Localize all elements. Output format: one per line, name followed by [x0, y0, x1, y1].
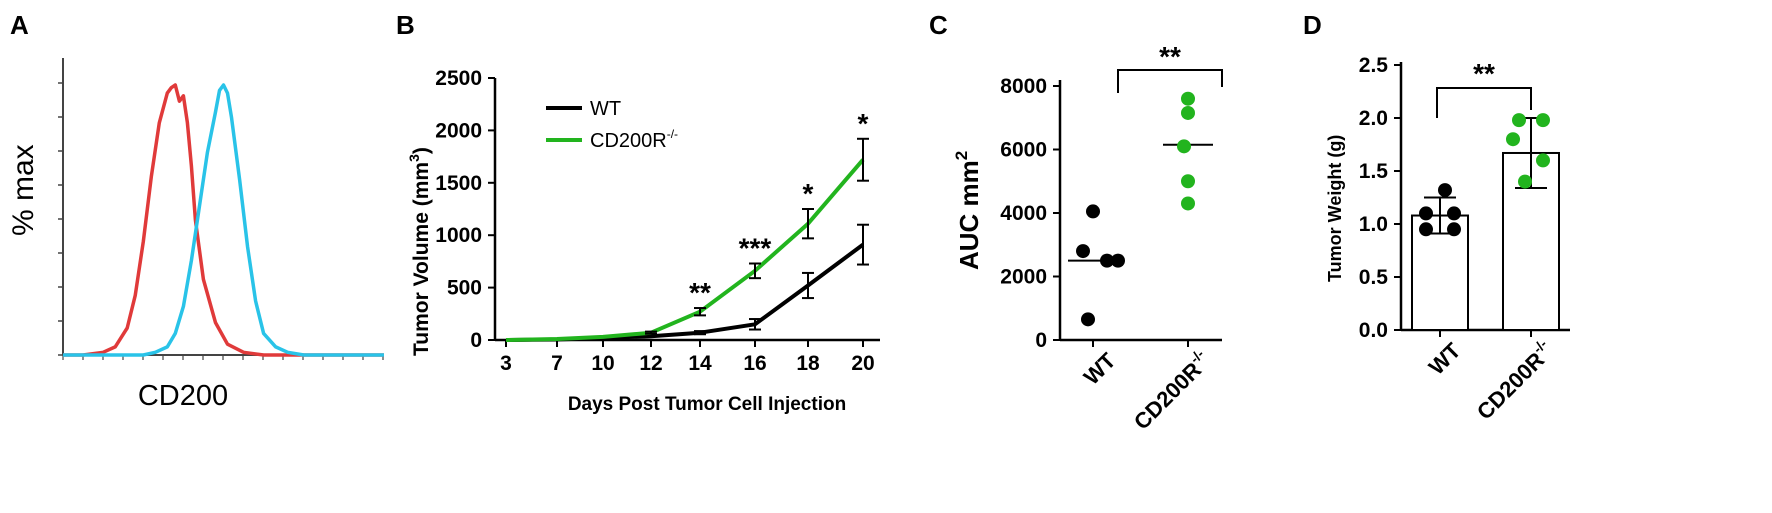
b-significance-stars: **: [689, 277, 711, 308]
b-x-tick-label: 16: [743, 352, 766, 375]
b-x-tick-label: 18: [796, 352, 820, 375]
b-y-tick-label: 0: [470, 329, 482, 352]
c-data-point: [1181, 196, 1195, 211]
c-data-point: [1177, 139, 1191, 154]
d-data-point: [1518, 174, 1532, 189]
d-y-tick-label: 0.0: [1359, 319, 1388, 342]
d-data-point: [1438, 183, 1452, 198]
b-legend: WT CD200R-/-: [546, 98, 678, 152]
d-data-point: [1419, 222, 1433, 237]
c-data-point: [1076, 244, 1090, 259]
d-significance-stars: **: [1473, 58, 1495, 89]
b-x-tick-label: 7: [551, 352, 563, 375]
d-category-wt: WT: [1424, 337, 1466, 379]
b-x-tick-label: 12: [639, 352, 662, 375]
c-y-axis-title: AUC mm2: [952, 151, 984, 270]
panel-c-letter: C: [929, 10, 948, 40]
panel-a-letter: A: [10, 10, 29, 40]
c-category-wt-group: WT: [1079, 347, 1121, 389]
histogram-curve-red: [63, 83, 384, 357]
d-y-tick-label: 1.5: [1359, 160, 1389, 183]
b-y-tick-label: 2500: [435, 67, 482, 90]
c-y-tick-label: 4000: [1000, 202, 1047, 225]
d-category-wt-group: WT: [1424, 337, 1466, 379]
legend-ko-label: CD200R-/-: [590, 127, 678, 152]
d-category-ko: CD200R-/-: [1470, 336, 1559, 425]
b-x-tick-label: 14: [688, 352, 712, 375]
c-category-ko-group: CD200R-/-: [1127, 346, 1216, 435]
c-y-tick-label: 8000: [1000, 75, 1047, 98]
d-data-point: [1447, 222, 1461, 237]
d-y-tick-label: 2.5: [1359, 54, 1389, 77]
b-x-tick-label: 20: [851, 352, 874, 375]
c-data-point: [1181, 91, 1195, 106]
panel-a-histogram: % max CD200: [7, 58, 384, 412]
legend-wt-label: WT: [590, 98, 621, 120]
c-significance-stars: **: [1159, 41, 1181, 72]
b-y-tick-label: 1000: [435, 224, 482, 247]
c-data-point: [1081, 312, 1095, 327]
b-series-line-0: [505, 242, 865, 342]
b-x-axis-title: Days Post Tumor Cell Injection: [568, 394, 846, 415]
b-x-tick-label: 3: [500, 352, 512, 375]
d-data-point: [1447, 206, 1461, 221]
b-y-tick-label: 500: [447, 277, 482, 300]
b-y-axis-title: Tumor Volume (mm3): [406, 147, 433, 356]
d-category-ko-group: CD200R-/-: [1470, 336, 1559, 425]
c-significance-bracket: [1117, 69, 1223, 93]
d-y-tick-label: 1.0: [1359, 213, 1388, 236]
panel-c-auc-scatter: AUC mm2 0 2000 4000 6000 8000 ** WT CD200R-/-: [952, 41, 1223, 435]
d-data-point: [1536, 113, 1550, 128]
d-data-point: [1419, 206, 1433, 221]
d-y-tick-label: 0.5: [1359, 266, 1389, 289]
b-y-tick-label: 1500: [435, 172, 482, 195]
d-y-axis-title: Tumor Weight (g): [1325, 135, 1345, 282]
d-data-point: [1536, 153, 1550, 168]
histogram-curve-blue: [63, 83, 384, 357]
c-data-point: [1100, 253, 1114, 268]
d-data-point: [1506, 132, 1520, 147]
panel-b-letter: B: [396, 10, 415, 40]
d-significance-bracket: [1436, 87, 1532, 118]
c-y-tick-label: 0: [1035, 329, 1047, 352]
d-data-point: [1512, 113, 1526, 128]
c-data-point: [1181, 174, 1195, 189]
b-significance-stars: *: [803, 178, 814, 209]
panel-b-growth-curve: Tumor Volume (mm3) Days Post Tumor Cell …: [406, 67, 880, 415]
b-significance-stars: *: [858, 108, 869, 139]
d-y-tick-label: 2.0: [1359, 107, 1388, 130]
b-significance-stars: ***: [739, 232, 772, 263]
c-data-point: [1181, 105, 1195, 120]
a-y-axis-title: % max: [7, 144, 40, 236]
panel-d-letter: D: [1303, 10, 1322, 40]
c-category-ko: CD200R-/-: [1127, 346, 1216, 435]
panel-d-tumor-weight: Tumor Weight (g) 0.0 0.5 1.0 1.5 2.0 2.5 ** WT C…: [1325, 54, 1570, 425]
c-data-point: [1086, 204, 1100, 219]
c-category-wt: WT: [1079, 347, 1121, 389]
b-series-line-1: [505, 158, 865, 342]
c-y-tick-label: 2000: [1000, 266, 1047, 289]
b-y-tick-label: 2000: [435, 119, 482, 142]
a-x-axis-title: CD200: [138, 380, 228, 412]
c-data-point: [1111, 253, 1125, 268]
b-x-tick-label: 10: [591, 352, 614, 375]
c-y-tick-label: 6000: [1000, 139, 1047, 162]
